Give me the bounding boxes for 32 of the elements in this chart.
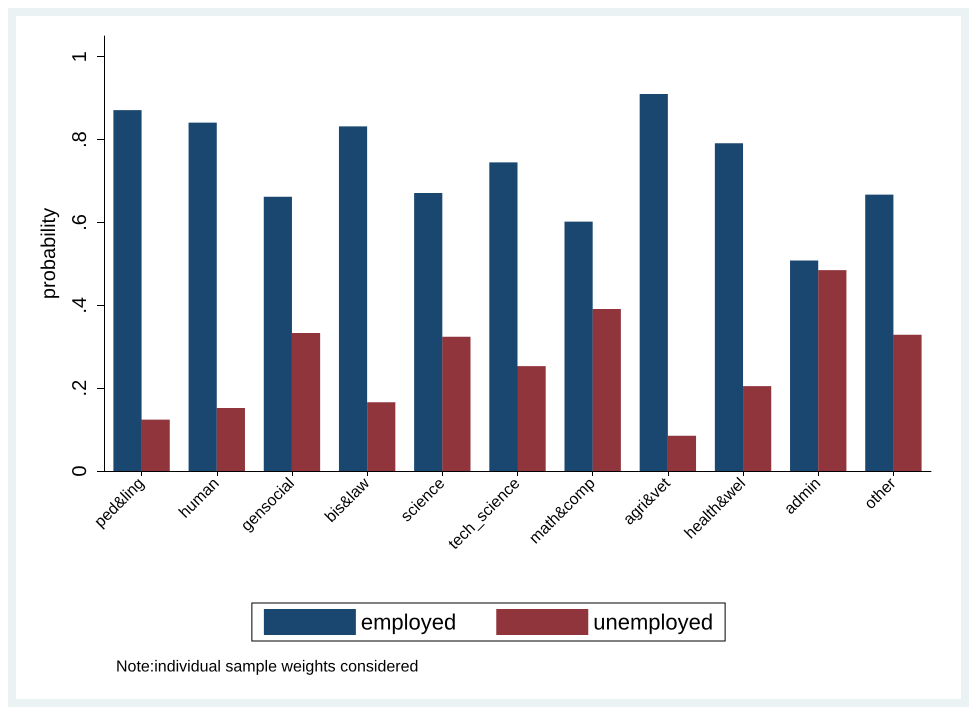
bar: [518, 366, 546, 471]
bar: [113, 110, 142, 471]
bar: [640, 94, 668, 471]
bar: [216, 408, 245, 471]
legend-label: unemployed: [593, 610, 714, 634]
y-tick-label: .6: [69, 214, 91, 231]
bar: [893, 334, 922, 471]
bar: [442, 336, 471, 471]
bar: [743, 386, 772, 471]
y-tick-label: 1: [69, 51, 91, 62]
bar: [142, 420, 170, 471]
bar: [292, 333, 320, 471]
bar: [714, 143, 744, 471]
bar: [367, 402, 396, 471]
bar: [489, 162, 518, 471]
bar: [790, 260, 818, 471]
y-tick-label: 0: [69, 465, 91, 477]
bar: [818, 270, 846, 471]
bar: [668, 436, 696, 471]
text: Note:individual sample weights considered: [116, 658, 418, 676]
y-tick-label: .8: [69, 131, 91, 148]
bar: [592, 309, 621, 471]
y-tick-label: .4: [69, 296, 91, 314]
bar: [564, 222, 593, 471]
legend-label: employed: [360, 610, 456, 634]
y-axis-title: probability: [38, 208, 60, 300]
bar: [264, 196, 292, 471]
y-tick-label: .2: [69, 380, 91, 396]
bar: [338, 126, 368, 471]
bar: [414, 193, 442, 471]
bar: [188, 122, 217, 471]
bar: [865, 194, 894, 471]
